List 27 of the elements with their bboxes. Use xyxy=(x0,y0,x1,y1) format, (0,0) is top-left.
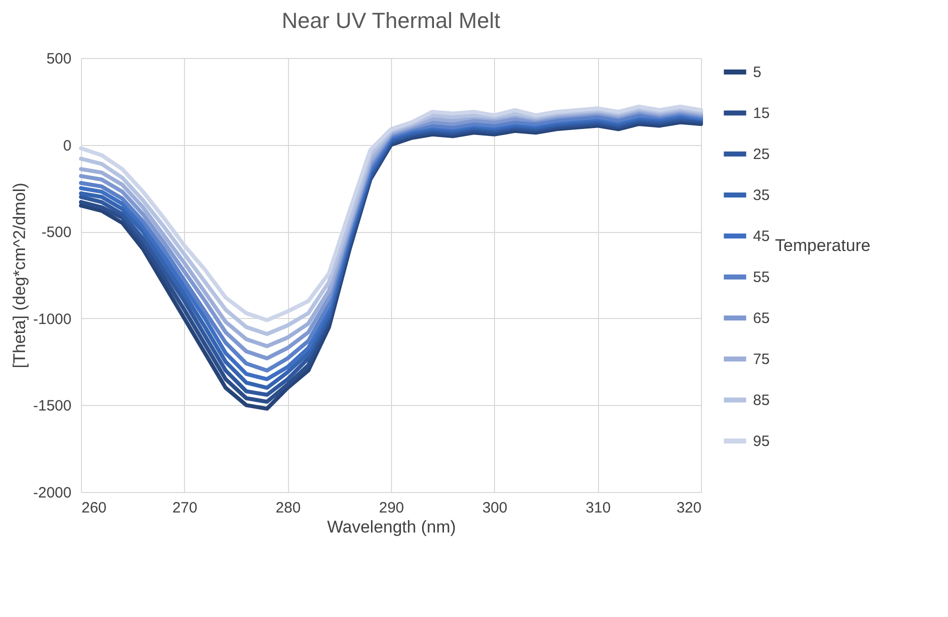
y-axis-title: [Theta] (deg*cm^2/dmol) xyxy=(10,182,30,368)
x-tick-label: 300 xyxy=(482,500,508,516)
legend-label: 75 xyxy=(753,351,770,368)
legend-label: 15 xyxy=(753,105,770,122)
legend-label: 5 xyxy=(753,64,762,81)
chart-title: Near UV Thermal Melt xyxy=(282,8,500,33)
y-tick-label: -1000 xyxy=(33,310,72,328)
x-axis-title: Wavelength (nm) xyxy=(327,518,456,536)
legend-label: 55 xyxy=(753,269,770,286)
legend-label: 95 xyxy=(753,433,770,450)
x-tick-label: 310 xyxy=(586,500,611,516)
legend-label: 25 xyxy=(753,146,770,163)
x-tick-label: 260 xyxy=(82,500,107,516)
legend-title: Temperature xyxy=(775,236,870,255)
y-tick-label: 500 xyxy=(46,50,72,68)
x-tick-label: 280 xyxy=(276,500,301,516)
x-tick-label: 270 xyxy=(172,500,198,516)
y-tick-label: -1500 xyxy=(33,398,72,415)
legend-label: 65 xyxy=(753,310,770,327)
x-tick-label: 320 xyxy=(676,500,702,516)
x-tick-label: 290 xyxy=(378,500,404,516)
y-tick-label: -2000 xyxy=(33,484,72,502)
legend-label: 45 xyxy=(753,228,770,245)
y-tick-label: -500 xyxy=(41,224,72,242)
legend-label: 85 xyxy=(753,392,770,409)
y-tick-label: 0 xyxy=(63,137,72,154)
legend-label: 35 xyxy=(753,187,770,204)
